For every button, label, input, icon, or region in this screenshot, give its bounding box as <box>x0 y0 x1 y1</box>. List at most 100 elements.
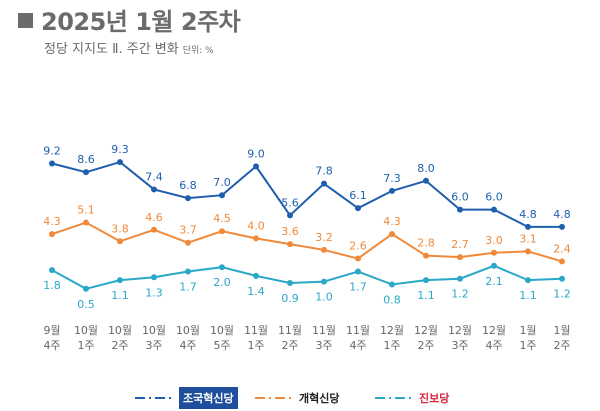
data-point <box>49 267 55 274</box>
legend-line-icon <box>135 397 171 399</box>
x-tick-label: 3주 <box>451 339 468 352</box>
data-label: 0.9 <box>281 292 299 305</box>
data-point <box>219 228 225 235</box>
data-point <box>355 255 361 262</box>
data-point <box>525 277 531 284</box>
x-tick-label: 11월 <box>278 324 302 337</box>
x-tick-label: 10월 <box>176 324 200 337</box>
data-label: 2.8 <box>417 237 435 250</box>
x-tick-label: 11월 <box>346 324 370 337</box>
series-line-2 <box>51 264 563 290</box>
x-tick-label: 3주 <box>315 339 332 352</box>
data-label: 5.1 <box>77 204 95 217</box>
data-label: 0.5 <box>77 298 95 311</box>
data-point <box>83 169 89 176</box>
x-tick-label: 12월 <box>448 324 472 337</box>
data-point <box>457 206 463 213</box>
data-point <box>49 160 55 167</box>
data-point <box>525 223 531 230</box>
data-point <box>491 249 497 256</box>
data-label: 1.7 <box>349 281 367 294</box>
x-tick-label: 1월 <box>519 324 536 337</box>
x-tick-label: 3주 <box>145 339 162 352</box>
data-label: 5.6 <box>281 196 299 209</box>
data-point <box>287 280 293 287</box>
data-label: 6.8 <box>179 179 197 192</box>
series-line-1 <box>51 221 563 263</box>
x-tick-label: 4주 <box>485 339 502 352</box>
data-point <box>457 275 463 282</box>
data-label: 4.3 <box>383 215 401 228</box>
data-point <box>525 248 531 255</box>
data-label: 3.8 <box>111 222 129 235</box>
data-label: 2.4 <box>553 242 571 255</box>
data-label: 1.8 <box>43 279 61 292</box>
legend-line-icon <box>375 397 411 399</box>
data-point <box>321 278 327 285</box>
data-label: 3.0 <box>485 234 503 247</box>
data-point <box>49 231 55 238</box>
data-point <box>559 223 565 230</box>
data-label: 8.6 <box>77 153 95 166</box>
data-label: 2.0 <box>213 276 231 289</box>
data-label: 4.8 <box>553 208 571 221</box>
legend-label: 조국혁신당 <box>179 387 238 409</box>
data-label: 3.7 <box>179 224 197 237</box>
data-point <box>151 226 157 233</box>
x-tick-label: 10월 <box>108 324 132 337</box>
x-tick-label: 12월 <box>482 324 506 337</box>
data-point <box>185 195 191 202</box>
data-label: 1.1 <box>519 289 537 302</box>
data-point <box>559 258 565 265</box>
legend-item: 진보당 <box>375 388 449 408</box>
data-point <box>389 281 395 288</box>
data-point <box>355 205 361 212</box>
data-point <box>151 186 157 193</box>
data-point <box>389 187 395 194</box>
data-label: 3.1 <box>519 232 537 245</box>
data-point <box>287 212 293 219</box>
data-point <box>423 177 429 184</box>
data-label: 3.2 <box>315 231 333 244</box>
data-point <box>185 268 191 275</box>
data-label: 4.3 <box>43 215 61 228</box>
data-point <box>253 235 259 242</box>
x-tick-label: 10월 <box>210 324 234 337</box>
data-point <box>559 275 565 282</box>
x-tick-label: 2주 <box>553 339 570 352</box>
data-label: 9.2 <box>43 145 61 158</box>
data-label: 2.7 <box>451 238 469 251</box>
data-label: 4.0 <box>247 219 265 232</box>
x-tick-label: 10월 <box>142 324 166 337</box>
data-label: 4.6 <box>145 211 163 224</box>
legend-label: 진보당 <box>419 392 450 405</box>
data-point <box>287 241 293 248</box>
x-tick-label: 12월 <box>380 324 404 337</box>
x-tick-label: 11월 <box>244 324 268 337</box>
data-point <box>423 252 429 259</box>
data-label: 9.0 <box>247 147 265 160</box>
data-label: 1.1 <box>111 289 129 302</box>
title-square-icon <box>18 13 33 28</box>
data-point <box>321 246 327 253</box>
x-tick-label: 2주 <box>281 339 298 352</box>
data-label: 6.0 <box>485 191 503 204</box>
data-label: 1.4 <box>247 285 265 298</box>
data-point <box>117 277 123 284</box>
legend-label: 개혁신당 <box>299 392 340 405</box>
x-tick-label: 4주 <box>43 339 60 352</box>
data-label: 1.2 <box>553 288 571 301</box>
data-label: 4.5 <box>213 212 231 225</box>
data-label: 4.8 <box>519 208 537 221</box>
data-point <box>219 192 225 199</box>
x-tick-label: 11월 <box>312 324 336 337</box>
x-tick-label: 5주 <box>213 339 230 352</box>
title-text: 2025년 1월 2주차 <box>41 8 241 36</box>
subtitle-text: 정당 지지도 Ⅱ. 주간 변화 <box>44 42 179 57</box>
data-label: 1.3 <box>145 286 163 299</box>
data-label: 7.8 <box>315 165 333 178</box>
legend-line-icon <box>255 397 291 399</box>
x-tick-label: 1주 <box>77 339 94 352</box>
